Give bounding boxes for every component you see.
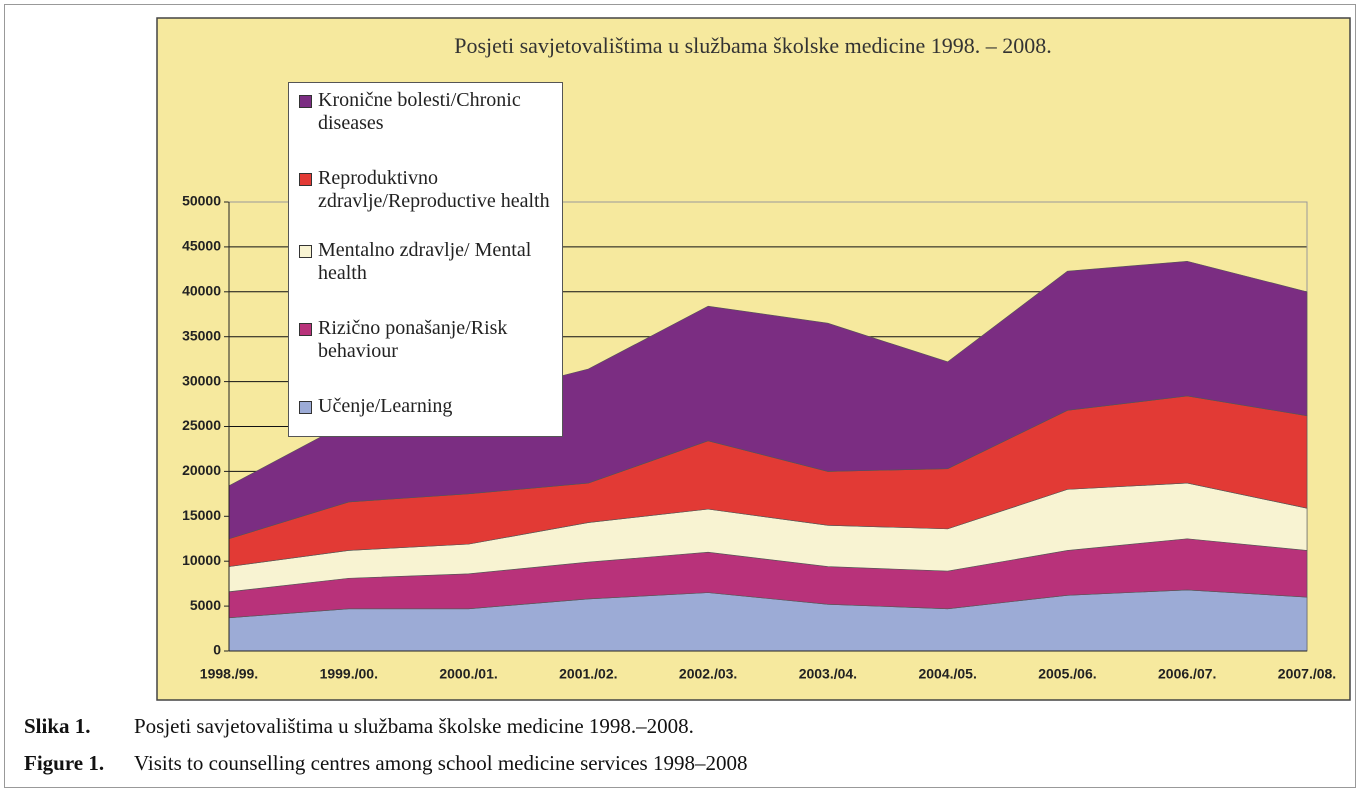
y-tick-label: 40000: [182, 283, 221, 299]
y-tick-label: 5000: [190, 597, 221, 613]
x-tick-label: 1998./99.: [200, 666, 258, 682]
y-tick-label: 0: [213, 642, 221, 658]
caption-text: Posjeti savjetovalištima u službama škol…: [134, 714, 694, 738]
legend-item: Učenje/Learning: [299, 395, 554, 457]
legend-swatch: [299, 95, 312, 108]
x-tick-label: 2005./06.: [1038, 666, 1096, 682]
x-tick-label: 2000./01.: [439, 666, 497, 682]
legend: Kronične bolesti/Chronic diseases Reprodu…: [288, 82, 563, 437]
legend-item: Rizično ponašanje/Risk behaviour: [299, 317, 554, 379]
legend-label: Reproduktivno zdravlje/Reproductive heal…: [318, 167, 550, 212]
x-tick-label: 1999./00.: [320, 666, 378, 682]
legend-swatch: [299, 323, 312, 336]
chart-title: Posjeti savjetovalištima u službama škol…: [454, 33, 1052, 58]
x-tick-label: 2003./04.: [799, 666, 857, 682]
frame: [4, 4, 1356, 788]
y-tick-label: 20000: [182, 462, 221, 478]
x-tick-label: 2002./03.: [679, 666, 737, 682]
legend-item: Kronične bolesti/Chronic diseases: [299, 89, 554, 151]
y-tick-label: 10000: [182, 552, 221, 568]
caption-line: Figure 1. Visits to counselling centres a…: [24, 745, 747, 782]
caption-label: Slika 1.: [24, 714, 91, 738]
x-tick-label: 2007./08.: [1278, 666, 1336, 682]
legend-item: Reproduktivno zdravlje/Reproductive heal…: [299, 167, 554, 229]
legend-swatch: [299, 401, 312, 414]
legend-label: Mentalno zdravlje/ Mental health: [318, 239, 532, 284]
legend-swatch: [299, 173, 312, 186]
caption: Slika 1. Posjeti savjetovalištima u služb…: [24, 708, 747, 782]
y-tick-label: 50000: [182, 193, 221, 209]
legend-swatch: [299, 245, 312, 258]
x-tick-label: 2004./05.: [918, 666, 976, 682]
y-tick-label: 35000: [182, 327, 221, 343]
x-tick-label: 2001./02.: [559, 666, 617, 682]
legend-label: Kronične bolesti/Chronic diseases: [318, 89, 521, 134]
caption-line: Slika 1. Posjeti savjetovalištima u služb…: [24, 708, 747, 745]
legend-item: Mentalno zdravlje/ Mental health: [299, 239, 554, 301]
legend-label: Učenje/Learning: [318, 395, 453, 417]
plot: 0 5000 10000 15000 20000 25000 30000 35000 40000…: [182, 193, 1336, 682]
caption-label: Figure 1.: [24, 751, 105, 775]
legend-label: Rizično ponašanje/Risk behaviour: [318, 317, 508, 362]
y-tick-label: 30000: [182, 372, 221, 388]
y-tick-label: 25000: [182, 417, 221, 433]
caption-text: Visits to counselling centres among scho…: [134, 751, 748, 775]
area: [228, 260, 1308, 540]
x-tick-label: 2006./07.: [1158, 666, 1216, 682]
y-tick-label: 15000: [182, 507, 221, 523]
y-tick-label: 45000: [182, 238, 221, 254]
